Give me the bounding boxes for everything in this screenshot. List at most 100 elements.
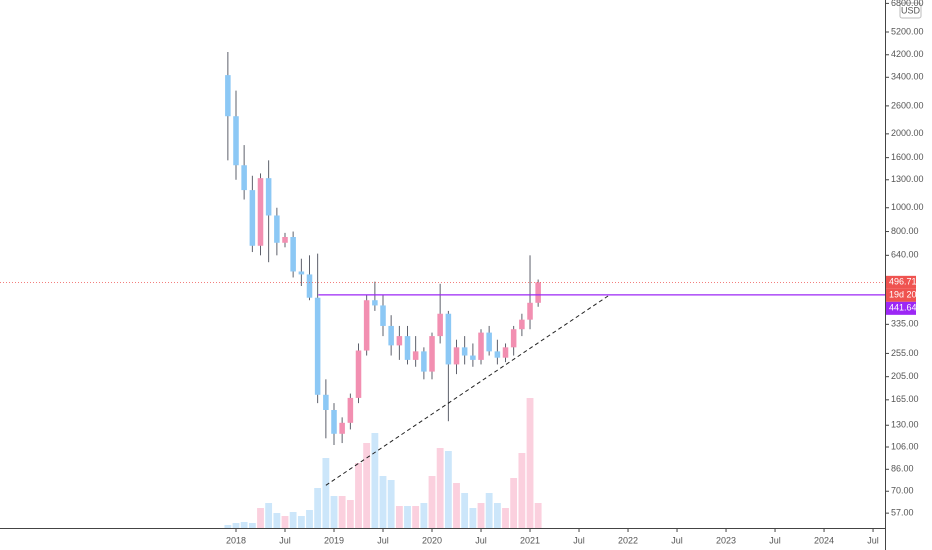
candle-body xyxy=(388,325,394,346)
y-tick-label: 4200.00 xyxy=(891,49,924,59)
candle-body xyxy=(265,178,272,216)
volume-bar xyxy=(338,496,346,528)
y-tick-label: 1000.00 xyxy=(891,202,924,212)
volume-bar xyxy=(355,463,362,528)
candle-body xyxy=(257,178,264,246)
x-tick-label: 2020 xyxy=(422,535,442,545)
candle-body xyxy=(241,165,247,191)
y-tick-label: 130.00 xyxy=(891,420,919,430)
horizontal-line-label-bg xyxy=(886,301,916,315)
x-tick-label: Jul xyxy=(573,535,585,545)
volume-bar xyxy=(428,476,436,528)
y-tick-label: 106.00 xyxy=(891,441,919,451)
volume-bar xyxy=(240,522,248,528)
candle-body xyxy=(535,282,541,303)
y-tick-label: 5200.00 xyxy=(891,26,924,36)
candle-body xyxy=(233,116,239,166)
candle-body xyxy=(306,274,313,298)
volume-bar xyxy=(232,523,240,528)
candle-body xyxy=(339,422,345,434)
candle-body xyxy=(380,305,386,326)
y-tick-label: 86.00 xyxy=(891,464,914,474)
candle-body xyxy=(347,397,354,423)
volume-bar xyxy=(330,496,338,528)
volume-bar xyxy=(469,508,477,528)
candle-body xyxy=(355,350,362,398)
x-tick-label: 2021 xyxy=(520,535,540,545)
volume-bar xyxy=(485,493,493,528)
candle-body xyxy=(372,300,378,306)
x-tick-label: 2024 xyxy=(814,535,834,545)
y-tick-label: 2000.00 xyxy=(891,128,924,138)
volume-bar xyxy=(453,483,460,528)
volume-bar xyxy=(379,476,387,528)
countdown: 19d 20h xyxy=(889,290,922,300)
y-tick-label: 57.00 xyxy=(891,508,914,518)
y-tick-label: 165.00 xyxy=(891,394,919,404)
candle-body xyxy=(429,336,435,372)
candle-body xyxy=(437,313,443,337)
y-tick-label: 255.00 xyxy=(891,348,919,358)
y-tick-label: 2600.00 xyxy=(891,100,924,110)
candle-body xyxy=(323,394,329,410)
currency: USD xyxy=(901,5,921,15)
volume-bar xyxy=(346,500,354,528)
candle-body xyxy=(412,351,419,360)
candle-body xyxy=(396,336,403,346)
candle-body xyxy=(331,409,337,434)
volume-bar xyxy=(477,503,485,528)
y-tick-label: 800.00 xyxy=(891,226,919,236)
candle-body xyxy=(478,332,484,360)
candle-body xyxy=(494,351,501,358)
volume-bar xyxy=(306,510,313,528)
volume-bar xyxy=(265,503,273,528)
candle-body xyxy=(282,237,288,243)
volume-bar xyxy=(297,516,305,528)
volume-bar xyxy=(314,488,322,528)
x-tick-label: 2023 xyxy=(716,535,736,545)
candle-body xyxy=(298,271,305,275)
y-tick-label: 70.00 xyxy=(891,486,914,496)
y-tick-label: 6800.00 xyxy=(891,0,924,8)
candle-body xyxy=(510,329,517,348)
candle-body xyxy=(486,332,492,352)
candle-body xyxy=(249,190,256,246)
candle-body xyxy=(274,215,280,243)
x-tick-label: Jul xyxy=(377,535,389,545)
volume-bar xyxy=(420,503,428,528)
volume-bar xyxy=(387,480,395,528)
y-tick-label: 335.00 xyxy=(891,319,919,329)
candle-body xyxy=(453,347,460,365)
volume-bar xyxy=(395,506,403,528)
volume-bar xyxy=(281,516,289,528)
volume-bar xyxy=(257,508,264,528)
candle-body xyxy=(314,297,321,395)
candle-body xyxy=(290,237,296,272)
volume-bar xyxy=(461,493,469,528)
candle-body xyxy=(527,302,533,320)
volume-bar xyxy=(534,503,542,528)
trendline xyxy=(325,295,609,486)
volume-bar xyxy=(273,513,281,528)
candle-body xyxy=(519,319,525,330)
x-tick-label: 2019 xyxy=(324,535,344,545)
y-tick-label: 205.00 xyxy=(891,371,919,381)
volume-bar xyxy=(412,506,420,528)
candle-body xyxy=(225,75,231,117)
volume-bar xyxy=(510,478,518,528)
currency-box[interactable] xyxy=(899,2,922,19)
volume-bar xyxy=(404,506,411,528)
volume-bar xyxy=(224,525,232,528)
volume-bar xyxy=(444,451,452,528)
volume-bar xyxy=(248,523,256,528)
horizontal-line-label: 441.64 xyxy=(889,303,917,313)
x-tick-label: Jul xyxy=(279,535,291,545)
y-tick-label: 3400.00 xyxy=(891,72,924,82)
y-tick-label: 1300.00 xyxy=(891,174,924,184)
candles xyxy=(225,52,541,446)
x-tick-label: Jul xyxy=(475,535,487,545)
volume-bar xyxy=(502,508,509,528)
last-price-label: 496.71 xyxy=(889,277,917,287)
x-tick-label: Jul xyxy=(769,535,781,545)
